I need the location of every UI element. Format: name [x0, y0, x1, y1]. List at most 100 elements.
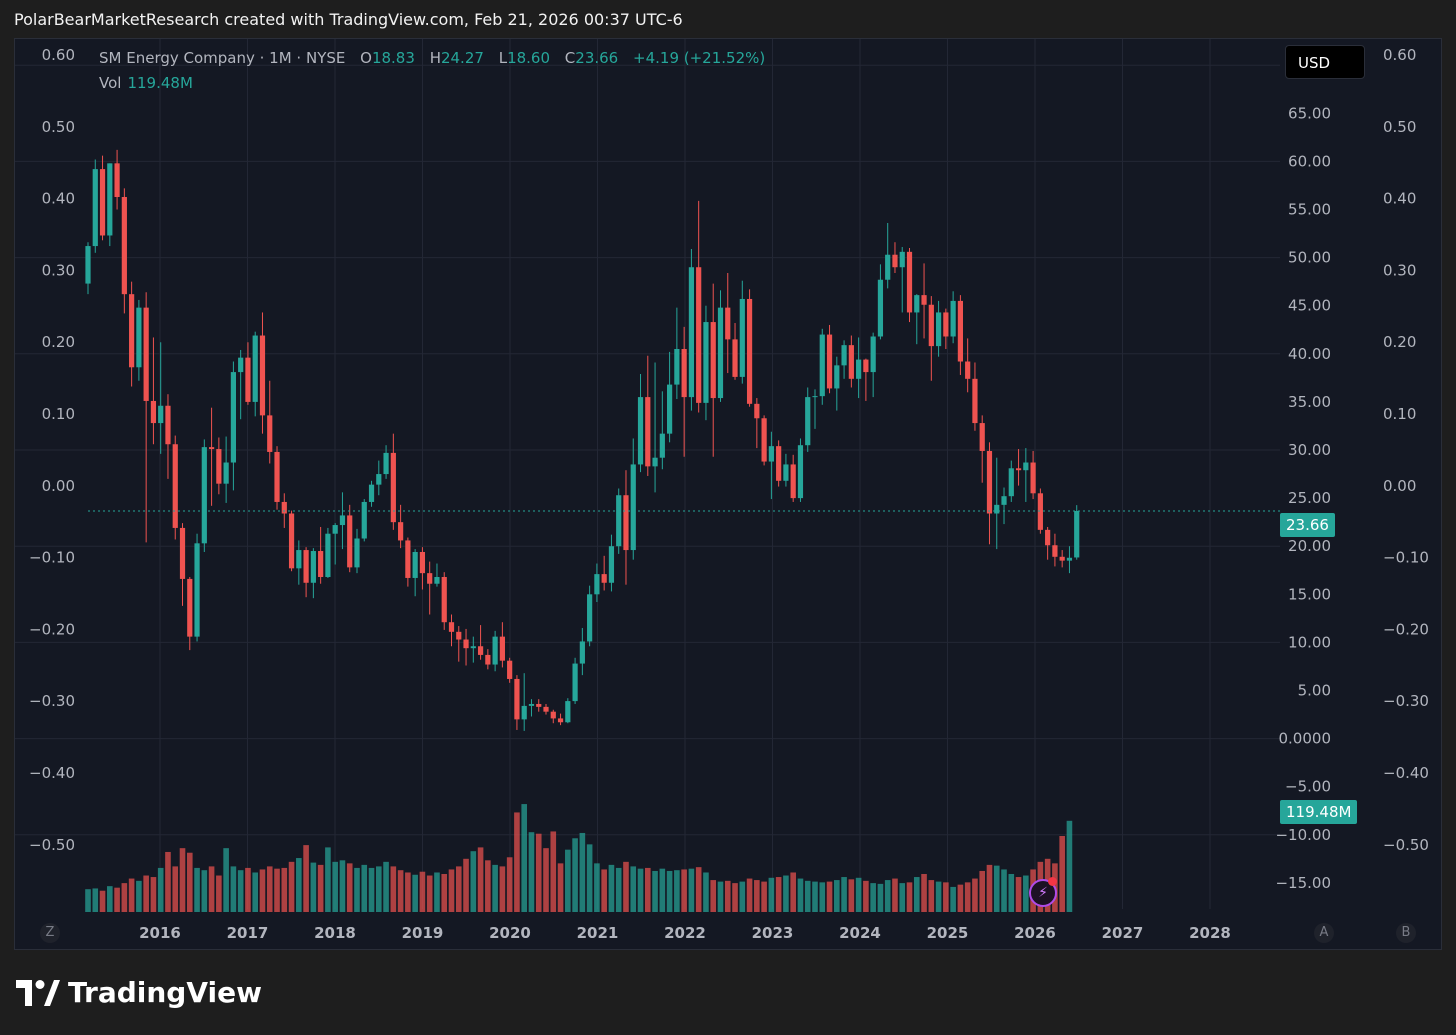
candle-body — [652, 457, 658, 467]
candle-body — [172, 444, 178, 528]
volume-bar — [99, 890, 106, 912]
volume-bar — [186, 852, 193, 912]
volume-bar — [812, 881, 818, 912]
volume-bar — [717, 881, 724, 912]
volume-bar — [310, 862, 317, 912]
candle-body — [725, 307, 731, 340]
right-axis-label: −0.50 — [1383, 836, 1429, 854]
candle-body — [507, 660, 513, 679]
candle-body — [187, 578, 193, 637]
chart-frame[interactable]: 65.00 60.00 55.00 50.00 45.00 40.00 35.00 30.00… — [14, 38, 1442, 950]
volume-bar — [572, 838, 578, 912]
legend-open-value: 18.83 — [371, 49, 415, 67]
volume-bar — [819, 882, 826, 912]
volume-bar — [790, 872, 796, 912]
volume-bar — [259, 869, 266, 912]
volume-bar — [506, 857, 513, 912]
volume-bar — [913, 877, 920, 912]
volume-bar — [964, 882, 971, 912]
candle-body — [419, 551, 426, 574]
candle-body — [427, 573, 433, 584]
candle-body — [950, 300, 956, 337]
left-axis-label: −0.40 — [29, 764, 75, 782]
currency-button[interactable]: USD — [1285, 45, 1365, 79]
right-axis-label: −0.40 — [1383, 764, 1429, 782]
legend-low-label: L — [498, 49, 508, 67]
volume-bar — [499, 866, 506, 912]
candle-body — [943, 312, 949, 337]
candle-body — [841, 345, 847, 366]
right-axis-label: 0.30 — [1383, 261, 1416, 279]
auto-scale-b-button[interactable]: B — [1396, 923, 1416, 943]
candle-body — [296, 550, 302, 569]
volume-bar — [383, 861, 389, 912]
left-axis-label: 0.10 — [42, 405, 75, 423]
candle-body — [99, 169, 106, 236]
volume-bar — [448, 869, 455, 912]
volume-bar — [899, 883, 906, 912]
candle-body — [332, 525, 338, 534]
volume-bar — [746, 878, 753, 912]
volume-bar — [1008, 874, 1015, 912]
candle-body — [477, 646, 484, 655]
tradingview-logo[interactable]: TradingView — [16, 976, 262, 1009]
volume-bar — [390, 866, 397, 912]
candle-body — [587, 594, 593, 642]
candle-body — [121, 197, 127, 295]
candle-body — [776, 446, 782, 481]
axis-labels: 65.00 60.00 55.00 50.00 45.00 40.00 35.00 30.00… — [29, 46, 1429, 942]
volume-bar — [804, 880, 811, 912]
legend-high-value: 24.27 — [440, 49, 484, 67]
volume-bar — [165, 851, 171, 912]
candle-body — [274, 451, 280, 502]
volume-bar — [492, 864, 498, 912]
volume-label[interactable]: Vol — [99, 74, 122, 92]
price-axis-label: −5.00 — [1285, 778, 1331, 796]
candle-body — [1074, 511, 1080, 558]
candle-body — [557, 718, 564, 723]
candle-body — [441, 576, 447, 623]
legend-symbol[interactable]: SM Energy Company · 1M · NYSE — [99, 49, 346, 67]
lightning-bolt-icon[interactable]: ⚡ — [1029, 879, 1057, 907]
candle-body — [928, 304, 934, 347]
candlestick-chart[interactable]: 65.00 60.00 55.00 50.00 45.00 40.00 35.00 30.00… — [15, 39, 1441, 949]
candle-body — [143, 307, 149, 401]
volume-bar — [150, 877, 157, 912]
auto-scale-z-button[interactable]: Z — [40, 923, 60, 943]
volume-bar — [674, 870, 680, 912]
candle-body — [579, 641, 585, 664]
candle-body — [136, 307, 142, 368]
candle-body — [252, 335, 258, 402]
volume-bar — [245, 867, 251, 912]
volume-bar — [870, 883, 876, 912]
price-axis-label: 30.00 — [1288, 441, 1331, 459]
volume-bar — [594, 863, 600, 912]
candle-body — [550, 711, 556, 719]
candle-body — [1052, 545, 1058, 557]
candle-body — [223, 462, 229, 484]
auto-scale-a-button[interactable]: A — [1314, 923, 1334, 943]
volume-bar — [935, 881, 942, 912]
volume-bar — [470, 851, 477, 912]
volume-bar — [579, 832, 586, 912]
price-axis-label: 35.00 — [1288, 393, 1331, 411]
volume-bar — [826, 881, 833, 912]
volume-bar — [586, 844, 593, 912]
candle-body — [1030, 462, 1036, 494]
candle-body — [354, 538, 360, 568]
volume-bar — [441, 874, 448, 912]
price-axis-label: 40.00 — [1288, 345, 1331, 363]
candle-body — [339, 515, 346, 526]
candle-body — [630, 464, 636, 551]
candle-body — [565, 701, 571, 723]
volume-bar — [354, 867, 360, 912]
candle-body — [667, 384, 673, 434]
candle-body — [267, 415, 273, 452]
right-axis-label: −0.10 — [1383, 549, 1429, 567]
candle-body — [608, 546, 615, 583]
volume-bar — [543, 848, 549, 912]
candle-body — [906, 251, 913, 313]
candle-body — [434, 576, 440, 584]
candle-body — [572, 663, 578, 702]
volume-bar — [1001, 869, 1007, 912]
